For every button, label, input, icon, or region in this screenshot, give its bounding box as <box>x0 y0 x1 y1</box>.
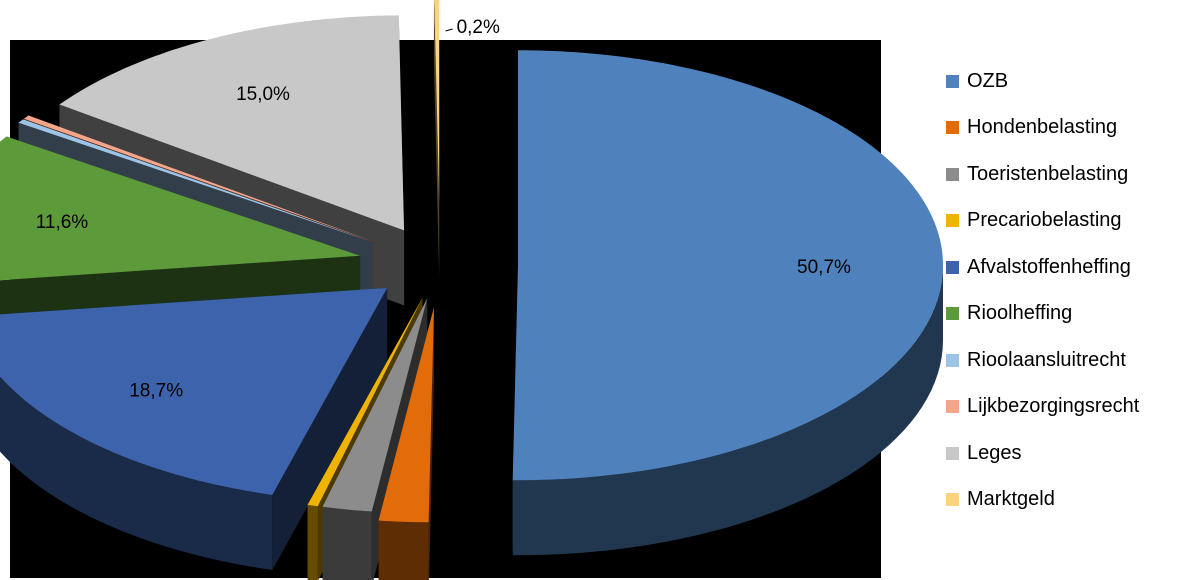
legend-swatch-lijkbezorgingsrecht <box>946 400 959 414</box>
legend-swatch-precariobelasting <box>946 214 959 228</box>
legend-label-precariobelasting: Precariobelasting <box>967 209 1122 232</box>
legend-label-afvalstoffenheffing: Afvalstoffenheffing <box>967 255 1131 278</box>
legend-label-rioolheffing: Rioolheffing <box>967 302 1073 325</box>
legend-item-marktgeld: Marktgeld <box>946 477 1190 524</box>
legend-swatch-leges <box>946 446 959 460</box>
legend-label-leges: Leges <box>967 441 1022 464</box>
legend-label-toeristenbelasting: Toeristenbelasting <box>967 162 1129 185</box>
legend-swatch-ozb <box>946 74 959 88</box>
legend-label-lijkbezorgingsrecht: Lijkbezorgingsrecht <box>967 395 1140 418</box>
pie-slice-marktgeld <box>433 0 440 278</box>
leader-line-marktgeld <box>445 28 453 32</box>
legend-label-rioolaansluitrecht: Rioolaansluitrecht <box>967 348 1126 371</box>
data-label-leges: 15,0% <box>236 84 290 105</box>
legend-item-rioolaansluitrecht: Rioolaansluitrecht <box>946 337 1190 384</box>
data-label-afvalstoffenheffing: 18,7% <box>129 380 183 401</box>
data-label-rioolheffing: 11,6% <box>36 212 89 233</box>
legend-swatch-rioolaansluitrecht <box>946 353 959 367</box>
legend-label-ozb: OZB <box>967 69 1009 92</box>
data-label-marktgeld: 0,2% <box>457 17 500 38</box>
chart-legend: OZB Hondenbelasting Toeristenbelasting Prec… <box>946 58 1190 523</box>
legend-item-lijkbezorgingsrecht: Lijkbezorgingsrecht <box>946 384 1190 431</box>
legend-swatch-marktgeld <box>946 493 959 507</box>
legend-label-hondenbelasting: Hondenbelasting <box>967 116 1118 139</box>
data-label-ozb: 50,7% <box>797 257 851 278</box>
pie-slice-hondenbelasting <box>378 307 434 580</box>
legend-item-toeristenbelasting: Toeristenbelasting <box>946 151 1190 198</box>
legend-swatch-hondenbelasting <box>946 121 959 135</box>
legend-swatch-rioolheffing <box>946 307 959 321</box>
legend-item-precariobelasting: Precariobelasting <box>946 198 1190 245</box>
legend-item-afvalstoffenheffing: Afvalstoffenheffing <box>946 244 1190 291</box>
pie-slice-ozb <box>512 50 943 556</box>
legend-item-rioolheffing: Rioolheffing <box>946 291 1190 338</box>
legend-item-leges: Leges <box>946 430 1190 477</box>
legend-item-hondenbelasting: Hondenbelasting <box>946 105 1190 152</box>
pie-slice-afvalstoffenheffing <box>0 287 388 570</box>
legend-item-ozb: OZB <box>946 58 1190 105</box>
legend-swatch-afvalstoffenheffing <box>946 260 959 274</box>
legend-swatch-toeristenbelasting <box>946 167 959 181</box>
legend-label-marktgeld: Marktgeld <box>967 488 1055 511</box>
